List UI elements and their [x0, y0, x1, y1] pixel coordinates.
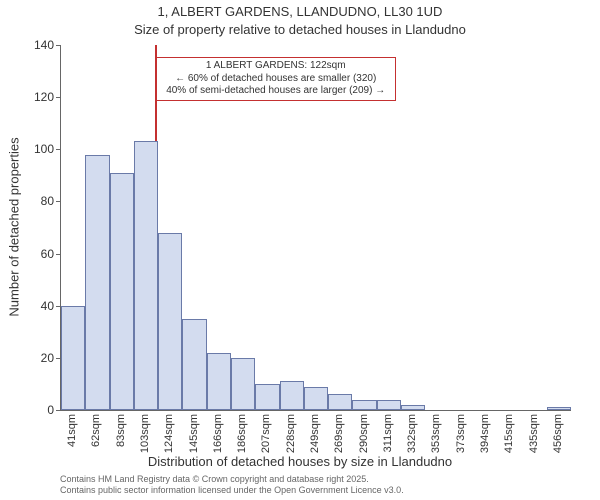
xtick-label: 290sqm	[358, 414, 370, 453]
plot-area: 1 ALBERT GARDENS: 122sqm ← 60% of detach…	[60, 45, 571, 411]
xtick-label: 394sqm	[479, 414, 491, 453]
xtick-label: 249sqm	[309, 414, 321, 453]
chart-title-line1: 1, ALBERT GARDENS, LLANDUDNO, LL30 1UD	[0, 4, 600, 19]
chart-title-line2: Size of property relative to detached ho…	[0, 22, 600, 37]
bar	[280, 381, 304, 410]
bar	[182, 319, 206, 410]
xtick-label: 207sqm	[260, 414, 272, 453]
xtick-label: 373sqm	[455, 414, 467, 453]
ytick-label: 120	[24, 90, 54, 104]
chart-root: 1, ALBERT GARDENS, LLANDUDNO, LL30 1UD S…	[0, 0, 600, 500]
ytick-label: 20	[24, 351, 54, 365]
bar	[255, 384, 279, 410]
bar	[304, 387, 328, 410]
bar	[85, 155, 109, 411]
xtick-label: 228sqm	[285, 414, 297, 453]
annotation-line3: 40% of semi-detached houses are larger (…	[163, 85, 389, 98]
y-axis-label: Number of detached properties	[7, 137, 22, 316]
xtick-label: 269sqm	[333, 414, 345, 453]
xtick-label: 62sqm	[90, 414, 102, 447]
ytick-label: 60	[24, 247, 54, 261]
xtick-label: 186sqm	[236, 414, 248, 453]
bar	[547, 407, 571, 410]
bar	[377, 400, 401, 410]
annotation-line2: ← 60% of detached houses are smaller (32…	[163, 73, 389, 86]
ytick-label: 100	[24, 142, 54, 156]
xtick-label: 415sqm	[503, 414, 515, 453]
xtick-label: 83sqm	[115, 414, 127, 447]
annotation-line1: 1 ALBERT GARDENS: 122sqm	[163, 60, 389, 73]
xtick-label: 124sqm	[163, 414, 175, 453]
bar	[352, 400, 376, 410]
credits-line2: Contains public sector information licen…	[60, 485, 404, 496]
bar	[401, 405, 425, 410]
ytick-label: 140	[24, 38, 54, 52]
xtick-label: 103sqm	[139, 414, 151, 453]
bar	[328, 394, 352, 410]
bar	[207, 353, 231, 410]
credits-line1: Contains HM Land Registry data © Crown c…	[60, 474, 404, 485]
ytick-label: 0	[24, 403, 54, 417]
xtick-label: 332sqm	[406, 414, 418, 453]
xtick-label: 166sqm	[212, 414, 224, 453]
bar	[61, 306, 85, 410]
bar	[134, 141, 158, 410]
xtick-label: 353sqm	[430, 414, 442, 453]
bar	[231, 358, 255, 410]
xtick-label: 41sqm	[66, 414, 78, 447]
ytick-label: 40	[24, 299, 54, 313]
xtick-label: 145sqm	[188, 414, 200, 453]
credits: Contains HM Land Registry data © Crown c…	[60, 474, 404, 496]
bar	[158, 233, 182, 410]
bar	[110, 173, 134, 410]
xtick-label: 311sqm	[382, 414, 394, 452]
x-axis-label: Distribution of detached houses by size …	[0, 454, 600, 469]
xtick-label: 435sqm	[528, 414, 540, 453]
annotation-box: 1 ALBERT GARDENS: 122sqm ← 60% of detach…	[156, 57, 396, 101]
xtick-label: 456sqm	[552, 414, 564, 453]
ytick-label: 80	[24, 194, 54, 208]
